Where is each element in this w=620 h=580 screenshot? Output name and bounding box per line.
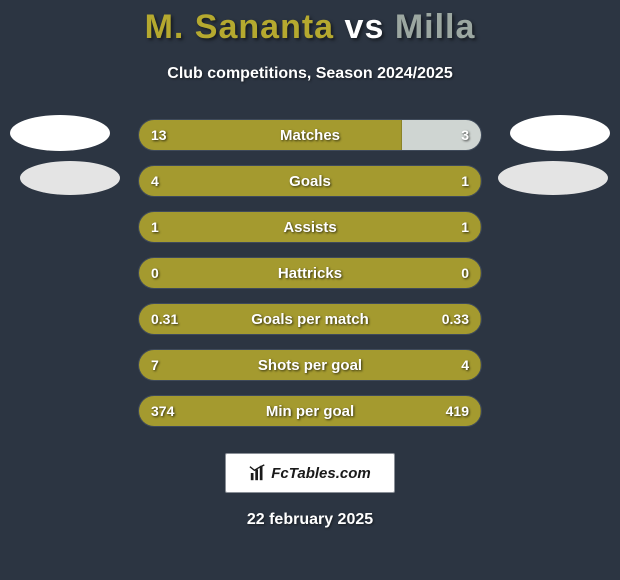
stat-row: Goals4 1	[138, 165, 482, 197]
stat-left-value: 4	[151, 173, 159, 189]
player-b-photo-1	[510, 115, 610, 151]
stat-label: Goals per match	[139, 311, 481, 328]
stat-left-value: 13	[151, 127, 167, 143]
stat-row: Assists1 1	[138, 211, 482, 243]
stat-label: Hattricks	[139, 265, 481, 282]
stat-left-value: 374	[151, 403, 174, 419]
stat-row: Min per goal374 419	[138, 395, 482, 427]
player-b-photo-2	[498, 161, 608, 195]
stat-label: Goals	[139, 173, 481, 190]
stat-row: Hattricks0 0	[138, 257, 482, 289]
compare-area: Matches133Goals41Assists11Hattricks00Goa…	[0, 119, 620, 427]
player-a-name: M. Sananta	[145, 8, 334, 46]
player-b-name: Milla	[395, 8, 476, 46]
stat-right-value: 419	[446, 403, 469, 419]
stat-label: Matches	[139, 127, 481, 144]
stat-right-value: 3	[461, 127, 469, 143]
stat-right-value: 0	[461, 265, 469, 281]
stat-left-value: 0.31	[151, 311, 178, 327]
stat-right-value: 1	[461, 219, 469, 235]
stat-left-value: 1	[151, 219, 159, 235]
page-title: M. Sananta vs Milla	[0, 0, 620, 47]
stat-label: Shots per goal	[139, 357, 481, 374]
stat-row: Shots per goal7 4	[138, 349, 482, 381]
vs-word: vs	[345, 8, 385, 46]
player-a-photo-1	[10, 115, 110, 151]
stat-left-value: 0	[151, 265, 159, 281]
stat-label: Min per goal	[139, 403, 481, 420]
stat-right-value: 0.33	[442, 311, 469, 327]
subtitle: Club competitions, Season 2024/2025	[0, 65, 620, 83]
stats-bars: Matches133Goals41Assists11Hattricks00Goa…	[138, 119, 482, 427]
stat-label: Assists	[139, 219, 481, 236]
date: 22 february 2025	[0, 511, 620, 529]
bar-chart-icon	[249, 464, 267, 482]
logo-text: FcTables.com	[271, 465, 370, 482]
stat-right-value: 1	[461, 173, 469, 189]
player-a-photo-2	[20, 161, 120, 195]
stat-left-value: 7	[151, 357, 159, 373]
stat-row: Matches13 3	[138, 119, 482, 151]
logo-box[interactable]: FcTables.com	[225, 453, 395, 493]
stat-right-value: 4	[461, 357, 469, 373]
stat-row: Goals per match0.31 0.33	[138, 303, 482, 335]
